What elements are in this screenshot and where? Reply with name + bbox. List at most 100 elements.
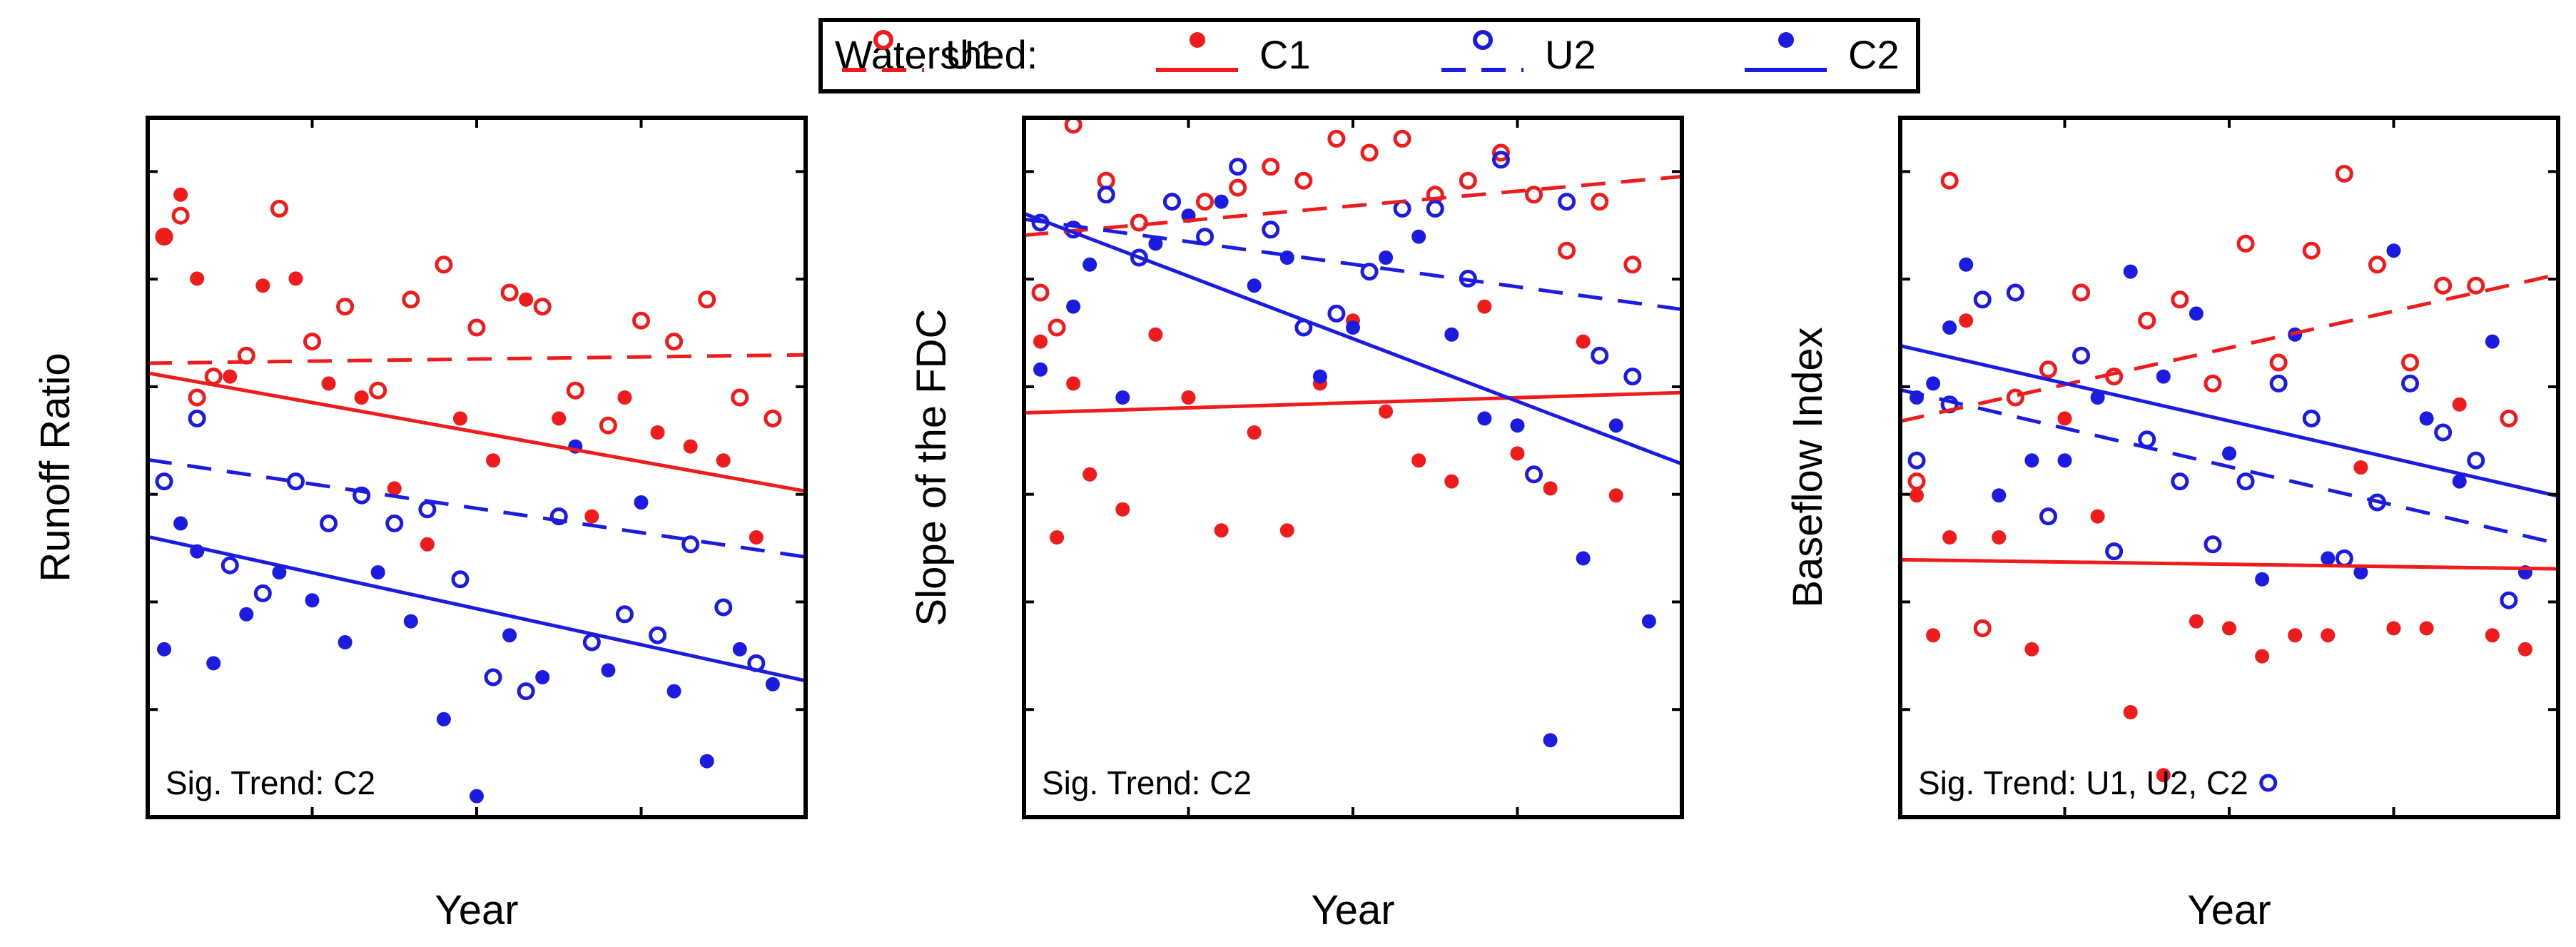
data-point-u1	[500, 283, 519, 302]
data-point-c2	[1477, 411, 1492, 426]
data-point-c1	[2222, 621, 2236, 636]
data-point-c2	[173, 516, 188, 531]
data-point-u1	[204, 368, 223, 386]
data-point-u1	[1491, 143, 1510, 162]
y-axis-label: Baseflow Index	[1785, 327, 1831, 607]
data-point-u1	[1393, 129, 1411, 148]
data-point-c2	[502, 628, 517, 643]
data-point-u2	[714, 598, 733, 617]
data-point-u1	[1907, 472, 1926, 491]
data-point-c2	[1033, 362, 1048, 377]
data-point-u2	[2401, 374, 2420, 393]
data-point-c1	[2288, 628, 2303, 643]
data-point-c2	[1444, 327, 1459, 342]
data-point-u2	[1130, 248, 1148, 267]
data-point-u2	[1591, 346, 1609, 365]
axis-ticks	[1024, 118, 1682, 817]
data-point-u2	[1973, 290, 1992, 309]
data-point-c1	[1411, 453, 1426, 468]
data-point-c1	[2189, 614, 2204, 629]
y-axis-label: Runoff Ratio	[32, 353, 78, 582]
data-point-c2	[2024, 453, 2039, 468]
series-u2	[1907, 283, 2518, 609]
data-point-c2	[601, 663, 616, 678]
legend-marker-c2	[1778, 32, 1794, 48]
data-point-c1	[2353, 460, 2368, 475]
data-point-u2	[1327, 304, 1346, 323]
data-point-c1	[1115, 502, 1130, 517]
data-point-u2	[549, 507, 568, 526]
data-point-u2	[2269, 374, 2288, 393]
data-point-u2	[2072, 346, 2091, 365]
data-point-u1	[2072, 283, 2091, 302]
data-point-c2	[436, 711, 451, 726]
legend-label-u1: U1	[945, 32, 997, 77]
data-point-c2	[2485, 334, 2500, 349]
data-point-c1	[1181, 390, 1196, 405]
data-point-u2	[2302, 409, 2321, 427]
data-point-c2	[2090, 390, 2105, 405]
data-point-c2	[1082, 257, 1097, 272]
data-point-u2	[188, 409, 206, 427]
data-point-c1	[2452, 397, 2467, 412]
data-point-u1	[1130, 213, 1148, 232]
data-point-u1	[731, 388, 749, 407]
data-point-c1	[617, 390, 632, 405]
data-point-c2	[1926, 376, 1941, 391]
data-point-c1	[321, 376, 336, 391]
data-point-c2	[403, 614, 418, 629]
data-point-c1	[749, 530, 764, 545]
data-point-c2	[2353, 565, 2368, 579]
data-point-u1	[303, 333, 321, 351]
axes-frame	[1898, 116, 2560, 819]
x-axis-label: Year	[1311, 887, 1394, 933]
data-point-u1	[1558, 241, 1576, 260]
data-point-c2	[1576, 551, 1591, 566]
data-point-c2	[1379, 250, 1394, 265]
data-point-u2	[1229, 158, 1247, 176]
trend-line-u2	[1900, 388, 2558, 546]
data-point-u2	[1162, 193, 1181, 211]
series-u2	[155, 409, 766, 701]
data-point-c2	[765, 677, 780, 692]
trend-line-u1	[148, 353, 806, 365]
legend-entry-c2: C2	[1745, 32, 1900, 77]
data-point-u1	[566, 381, 584, 400]
data-point-u1	[1048, 318, 1066, 337]
data-point-u1	[435, 255, 453, 274]
legend-marker-u2	[1473, 30, 1493, 50]
data-point-u1	[599, 416, 617, 435]
data-point-u1	[188, 388, 206, 407]
data-point-u1	[665, 333, 684, 351]
data-point-c1	[255, 278, 270, 293]
data-point-c1	[452, 411, 467, 426]
data-point-u2	[1097, 186, 1115, 204]
panel-1: Sig. Trend: C2 Year Runoff Ratio	[32, 116, 808, 933]
axes-frame	[146, 116, 808, 819]
data-point-c2	[666, 684, 681, 699]
data-point-c1	[1082, 467, 1097, 482]
data-point-c2	[239, 607, 254, 622]
data-point-u1	[2335, 164, 2353, 183]
trend-line-c2	[148, 535, 806, 683]
data-point-u2	[286, 472, 305, 491]
data-point-c2	[1641, 614, 1656, 629]
data-point-u2	[1525, 465, 1543, 484]
axes-frame	[1022, 116, 1684, 819]
data-point-c2	[1608, 418, 1623, 433]
data-point-c1	[584, 509, 599, 524]
sig-trend-annotation: Sig. Trend: C2	[1042, 764, 1252, 801]
data-point-c1	[190, 271, 205, 286]
data-point-c1	[2090, 509, 2105, 524]
series-c2	[1033, 194, 1656, 748]
series-c2	[1910, 243, 2532, 587]
data-point-c1	[2419, 621, 2434, 636]
data-point-c1	[288, 271, 303, 286]
data-point-u2	[1360, 263, 1379, 281]
series-c1	[157, 187, 764, 552]
legend-label-u2: U2	[1545, 32, 1596, 77]
legend-entry-u1: U1	[842, 30, 997, 77]
legend: Watershed: U1 C1 U2 C2	[818, 18, 1920, 93]
data-point-u1	[1459, 171, 1477, 190]
